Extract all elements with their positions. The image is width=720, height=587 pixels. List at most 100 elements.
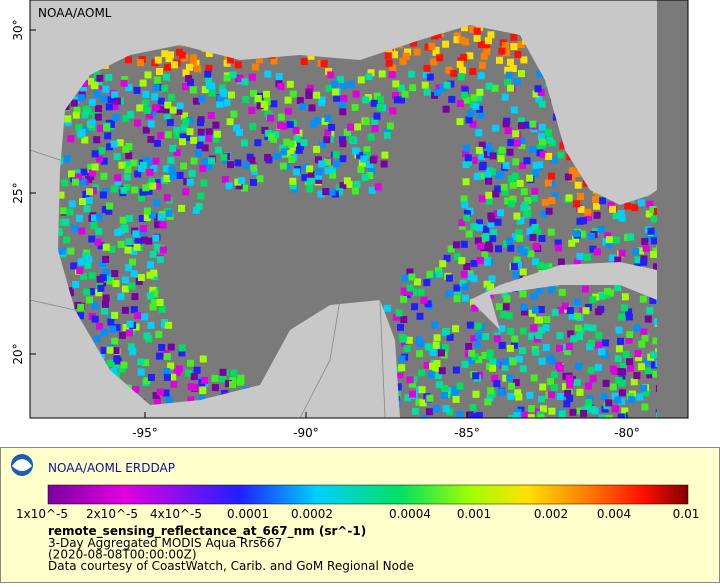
data-cell	[632, 247, 640, 255]
data-cell	[106, 359, 114, 367]
data-cell	[313, 91, 321, 99]
data-cell	[447, 80, 455, 88]
data-cell	[502, 303, 510, 311]
data-cell	[128, 343, 136, 351]
data-cell	[182, 69, 190, 77]
data-cell	[509, 181, 517, 189]
data-cell	[458, 219, 466, 227]
data-cell	[102, 268, 110, 276]
data-cell	[91, 302, 99, 310]
data-cell	[597, 226, 605, 233]
data-cell	[186, 63, 193, 71]
data-cell	[443, 254, 451, 262]
data-cell	[234, 178, 242, 186]
data-cell	[501, 358, 509, 366]
data-cell	[360, 155, 368, 163]
data-cell	[609, 383, 617, 391]
data-cell	[460, 195, 468, 203]
data-cell	[634, 256, 642, 264]
data-cell	[465, 116, 473, 124]
data-cell	[167, 156, 175, 164]
data-cell	[605, 399, 613, 407]
data-cell	[178, 204, 186, 212]
data-cell	[83, 288, 91, 296]
data-cell	[625, 308, 633, 316]
data-cell	[545, 207, 553, 215]
data-cell	[314, 156, 322, 164]
data-cell	[157, 132, 165, 140]
data-cell	[645, 234, 653, 242]
data-cell	[518, 137, 526, 145]
data-cell	[157, 213, 165, 221]
data-cell	[450, 69, 458, 77]
data-cell	[578, 230, 586, 238]
data-cell	[385, 48, 393, 56]
data-cell	[371, 117, 379, 125]
data-cell	[80, 272, 87, 280]
data-cell	[153, 213, 161, 221]
data-cell	[602, 379, 610, 387]
data-cell	[156, 388, 164, 396]
data-cell	[470, 335, 478, 342]
data-cell	[501, 42, 509, 50]
data-cell	[465, 158, 473, 166]
data-cell	[126, 329, 133, 337]
data-cell	[179, 133, 187, 141]
data-cell	[109, 325, 117, 333]
data-cell	[491, 84, 499, 92]
data-cell	[106, 202, 114, 210]
data-cell	[620, 304, 628, 312]
data-cell	[200, 179, 208, 187]
lat-label: 20°	[11, 343, 25, 364]
data-cell	[452, 366, 460, 374]
data-cell	[175, 107, 183, 115]
data-cell	[418, 369, 426, 377]
data-cell	[389, 107, 397, 115]
data-cell	[287, 140, 295, 148]
data-cell	[122, 324, 130, 331]
data-cell	[101, 307, 109, 315]
data-cell	[141, 236, 148, 244]
data-cell	[506, 344, 514, 352]
colorbar-label: 0.002	[534, 507, 568, 521]
data-cell	[102, 255, 110, 263]
data-cell	[486, 349, 494, 357]
data-cell	[503, 295, 511, 303]
data-cell	[58, 247, 66, 255]
data-cell	[409, 390, 416, 398]
data-cell	[614, 355, 622, 363]
data-cell	[436, 270, 444, 278]
data-cell	[223, 99, 231, 107]
data-cell	[106, 143, 114, 151]
data-cell	[91, 315, 99, 323]
data-cell	[429, 348, 437, 356]
data-cell	[163, 165, 170, 173]
data-cell	[332, 151, 340, 159]
data-cell	[352, 90, 360, 98]
data-cell	[198, 133, 206, 141]
data-cell	[120, 361, 128, 369]
data-cell	[600, 393, 608, 400]
data-cell	[511, 172, 519, 180]
data-cell	[420, 296, 428, 304]
data-cell	[497, 209, 504, 217]
data-cell	[64, 115, 72, 123]
data-cell	[452, 386, 460, 394]
data-cell	[472, 390, 480, 398]
data-cell	[401, 339, 409, 347]
data-cell	[516, 179, 524, 187]
data-cell	[300, 58, 308, 65]
data-cell	[95, 213, 103, 221]
data-cell	[652, 370, 657, 378]
data-cell	[513, 78, 521, 86]
data-cell	[120, 186, 128, 194]
data-cell	[409, 84, 417, 92]
data-cell	[422, 415, 429, 418]
data-cell	[501, 290, 509, 298]
data-cell	[198, 395, 206, 403]
data-cell	[521, 411, 529, 418]
data-cell	[445, 66, 453, 74]
data-cell	[442, 40, 450, 48]
data-cell	[363, 146, 371, 154]
data-cell	[153, 243, 161, 251]
